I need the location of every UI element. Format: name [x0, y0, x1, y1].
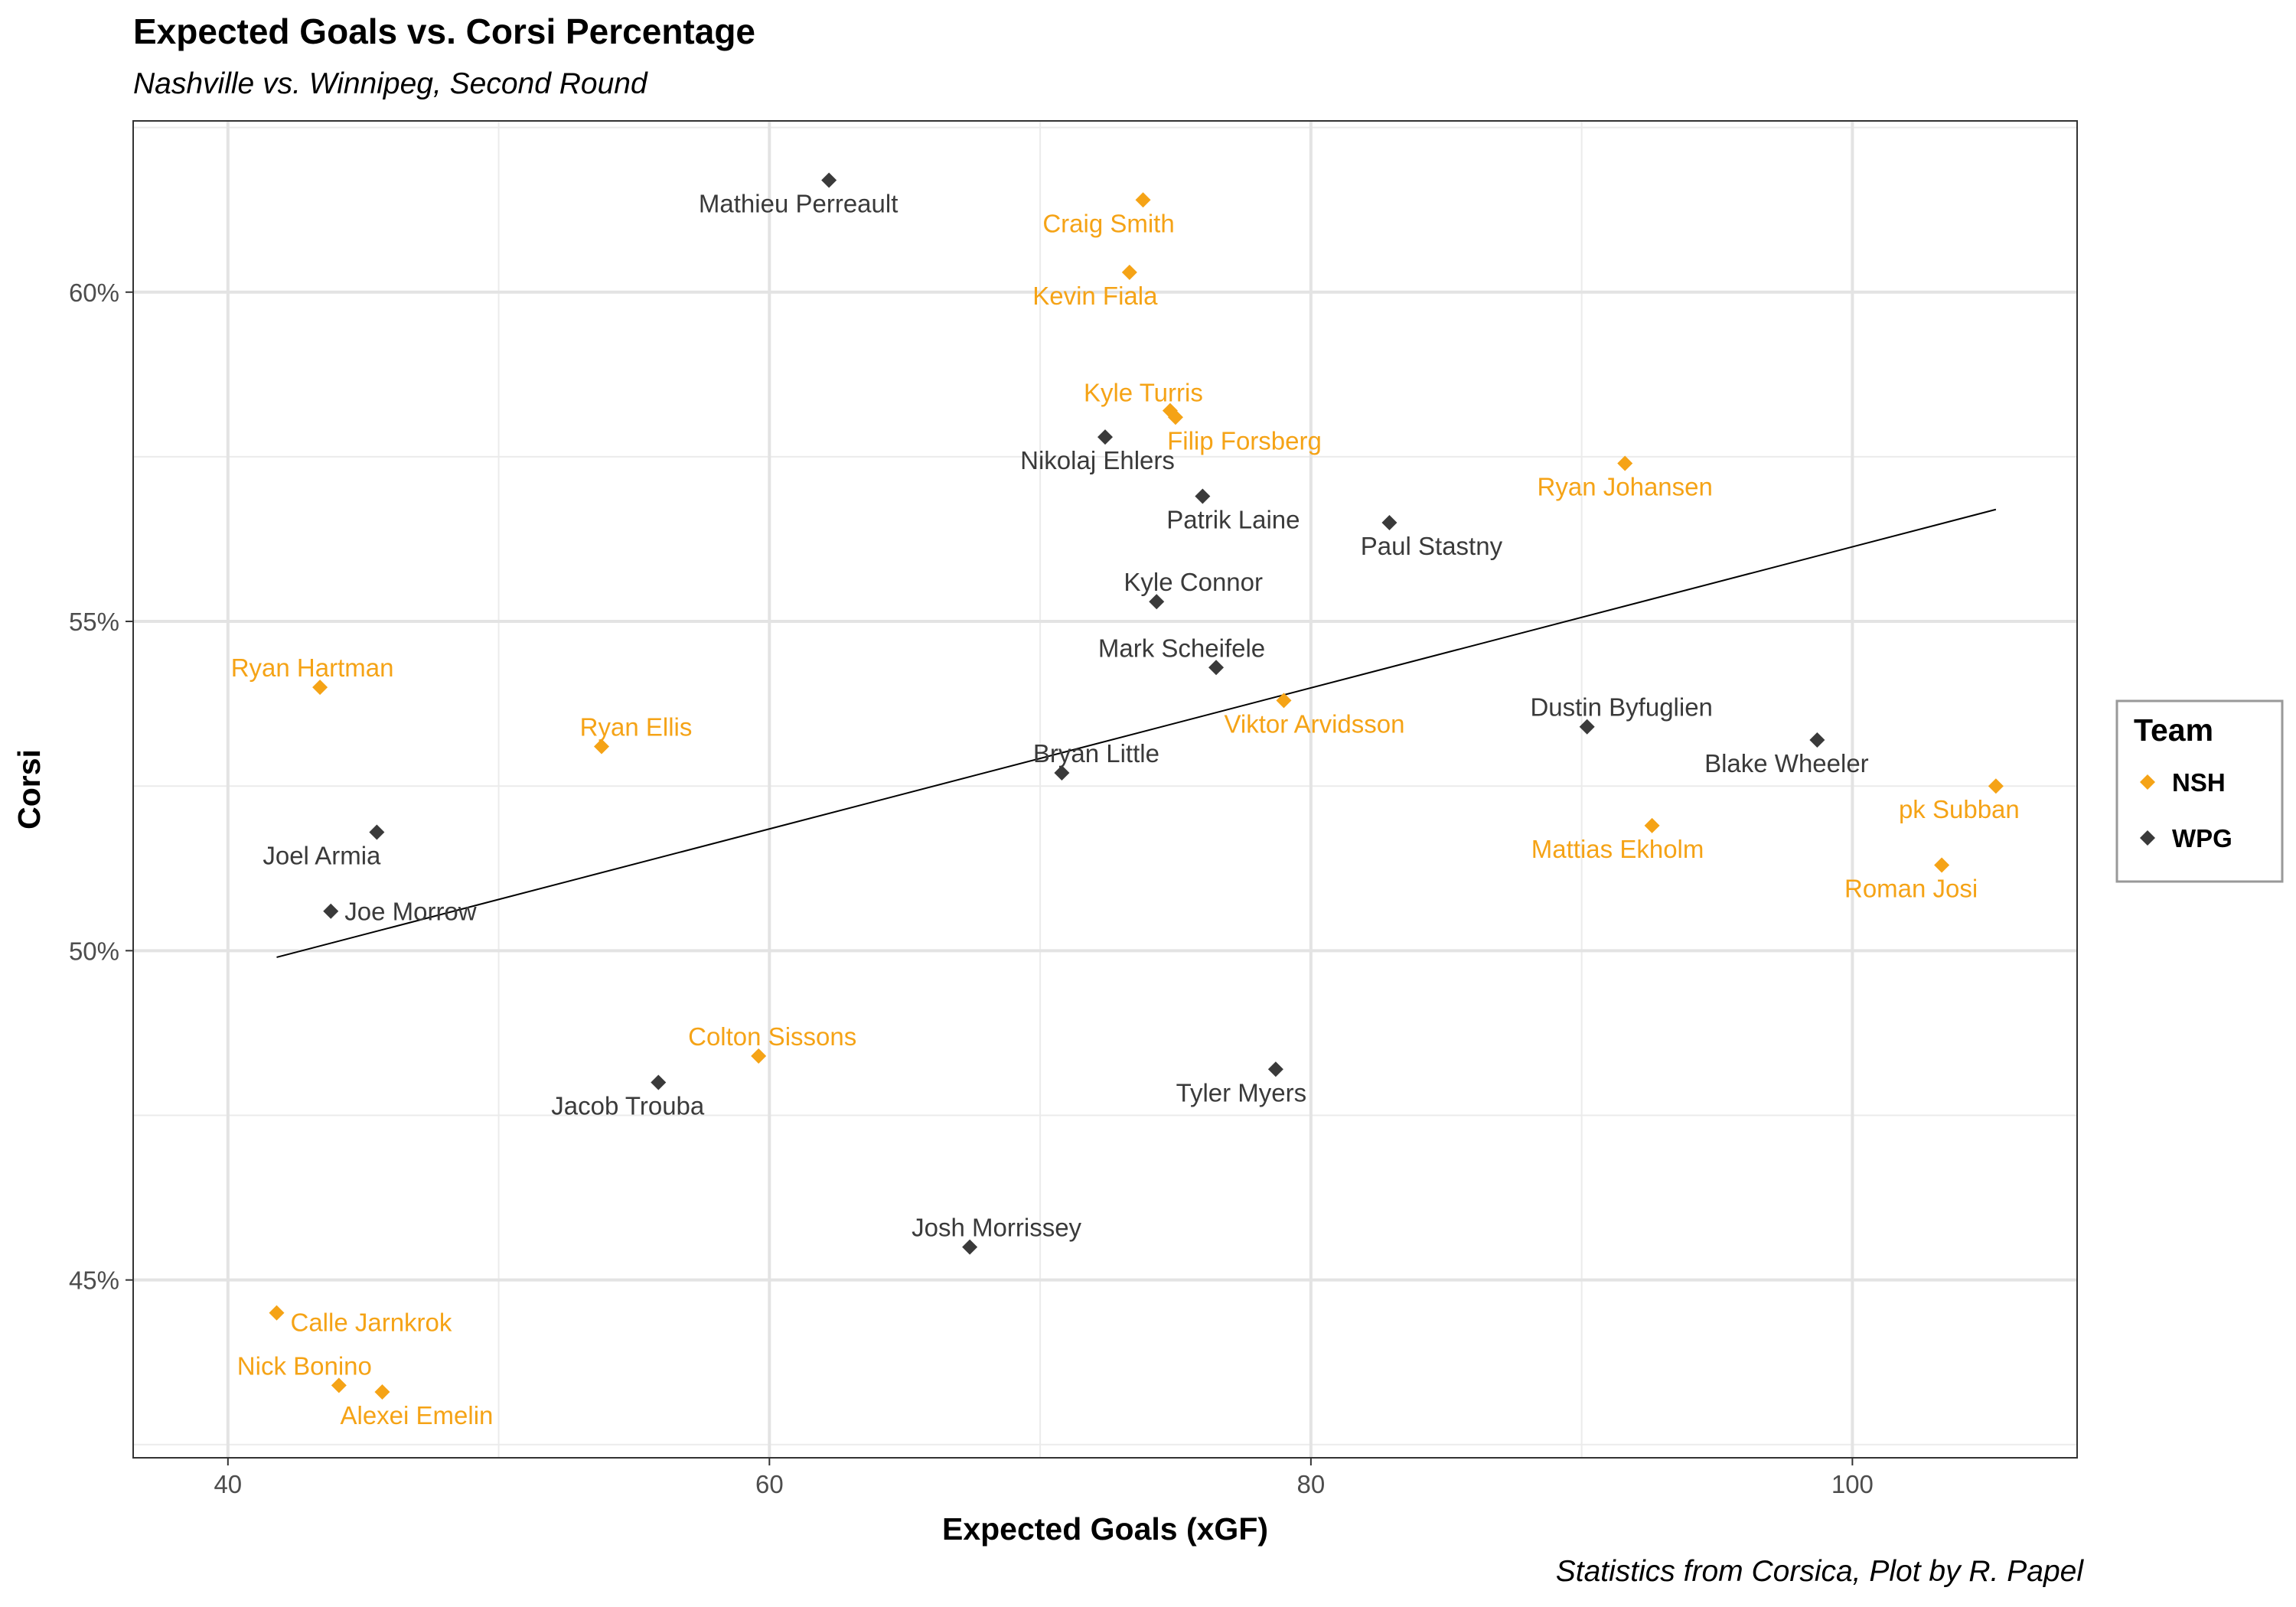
point-wpg	[651, 1074, 667, 1090]
legend-box	[2115, 699, 2284, 883]
point-nsh	[331, 1377, 347, 1393]
legend-label-wpg: WPG	[2172, 824, 2232, 852]
plot-panel-border	[132, 120, 2078, 1459]
point-label: Patrik Laine	[1166, 506, 1300, 534]
point-wpg	[1097, 429, 1113, 445]
x-axis-ticks: 40 60 80 100	[214, 1458, 1874, 1498]
point-labels: Mathieu Perreault Craig Smith Kevin Fiala K…	[231, 189, 2020, 1429]
point-wpg	[1149, 594, 1165, 610]
point-label: Roman Josi	[1844, 874, 1978, 902]
point-nsh	[1617, 455, 1633, 471]
point-wpg	[369, 824, 385, 840]
chart-title: Expected Goals vs. Corsi Percentage	[133, 11, 756, 51]
x-axis-title: Expected Goals (xGF)	[942, 1511, 1268, 1547]
chart-caption: Statistics from Corsica, Plot by R. Pape…	[1555, 1555, 2083, 1588]
y-tick-label: 55%	[69, 608, 119, 636]
point-label: Dustin Byfuglien	[1530, 693, 1712, 722]
point-label: Tyler Myers	[1176, 1078, 1307, 1107]
point-label: Alexei Emelin	[340, 1401, 493, 1429]
minor-gridlines	[133, 121, 2077, 1458]
point-label: Mark Scheifele	[1098, 634, 1265, 662]
point-label: Ryan Ellis	[580, 713, 693, 742]
point-wpg	[1809, 732, 1825, 748]
y-tick-label: 45%	[69, 1266, 119, 1295]
point-nsh	[594, 738, 610, 755]
point-label: Mathieu Perreault	[699, 189, 898, 217]
point-label: pk Subban	[1899, 795, 2020, 823]
x-tick-label: 80	[1296, 1470, 1325, 1498]
point-label: Ryan Johansen	[1538, 473, 1713, 501]
point-nsh	[1276, 693, 1292, 709]
point-nsh	[1988, 778, 2004, 794]
point-label: Jacob Trouba	[551, 1091, 705, 1120]
point-label: Craig Smith	[1042, 209, 1174, 237]
y-axis-ticks: 45% 50% 55% 60%	[69, 279, 133, 1295]
legend-title: Team	[2134, 712, 2213, 748]
legend-key-nsh	[2140, 774, 2155, 790]
point-label: Viktor Arvidsson	[1224, 709, 1404, 738]
point-label: Kyle Connor	[1124, 568, 1263, 596]
y-axis-title: Corsi	[11, 749, 47, 830]
point-label: Joel Armia	[263, 841, 381, 869]
point-wpg	[821, 172, 837, 188]
point-nsh	[312, 680, 328, 696]
data-points	[269, 172, 2004, 1400]
point-wpg	[1381, 514, 1397, 530]
point-wpg	[1208, 660, 1225, 676]
legend-key-wpg	[2140, 830, 2155, 846]
point-label: Nikolaj Ehlers	[1020, 446, 1175, 474]
point-wpg	[1267, 1061, 1283, 1077]
point-nsh	[374, 1384, 390, 1400]
point-nsh	[1644, 817, 1660, 833]
point-label: Filip Forsberg	[1167, 426, 1322, 455]
point-label: Colton Sissons	[688, 1022, 856, 1051]
point-wpg	[1054, 764, 1070, 781]
x-tick-label: 40	[214, 1470, 242, 1498]
legend: Team NSH WPG	[2115, 699, 2284, 883]
point-label: Ryan Hartman	[231, 654, 394, 682]
point-label: Josh Morrissey	[912, 1214, 1081, 1242]
x-tick-label: 60	[755, 1470, 784, 1498]
point-label: Calle Jarnkrok	[290, 1309, 452, 1337]
point-label: Nick Bonino	[237, 1351, 372, 1380]
point-label: Mattias Ekholm	[1531, 835, 1704, 863]
point-nsh	[1135, 192, 1151, 208]
y-tick-label: 50%	[69, 937, 119, 965]
point-nsh	[269, 1305, 285, 1321]
trend-line-group	[276, 508, 1997, 958]
point-label: Paul Stastny	[1361, 532, 1503, 560]
point-nsh	[1167, 409, 1183, 425]
point-label: Bryan Little	[1033, 739, 1159, 768]
point-label: Blake Wheeler	[1704, 749, 1869, 777]
point-label: Kevin Fiala	[1032, 282, 1158, 310]
legend-label-nsh: NSH	[2172, 768, 2226, 797]
point-wpg	[962, 1239, 978, 1255]
y-tick-label: 60%	[69, 279, 119, 307]
point-nsh	[751, 1048, 767, 1064]
point-label: Joe Morrow	[344, 898, 477, 926]
point-label: Kyle Turris	[1084, 379, 1203, 407]
point-nsh	[1934, 857, 1950, 873]
major-gridlines	[133, 121, 2077, 1458]
point-nsh	[1121, 264, 1137, 280]
trend-line	[276, 508, 1997, 958]
chart-subtitle: Nashville vs. Winnipeg, Second Round	[133, 67, 647, 100]
x-tick-label: 100	[1831, 1470, 1874, 1498]
point-wpg	[1195, 488, 1211, 504]
point-wpg	[1579, 719, 1595, 735]
point-wpg	[323, 903, 339, 919]
